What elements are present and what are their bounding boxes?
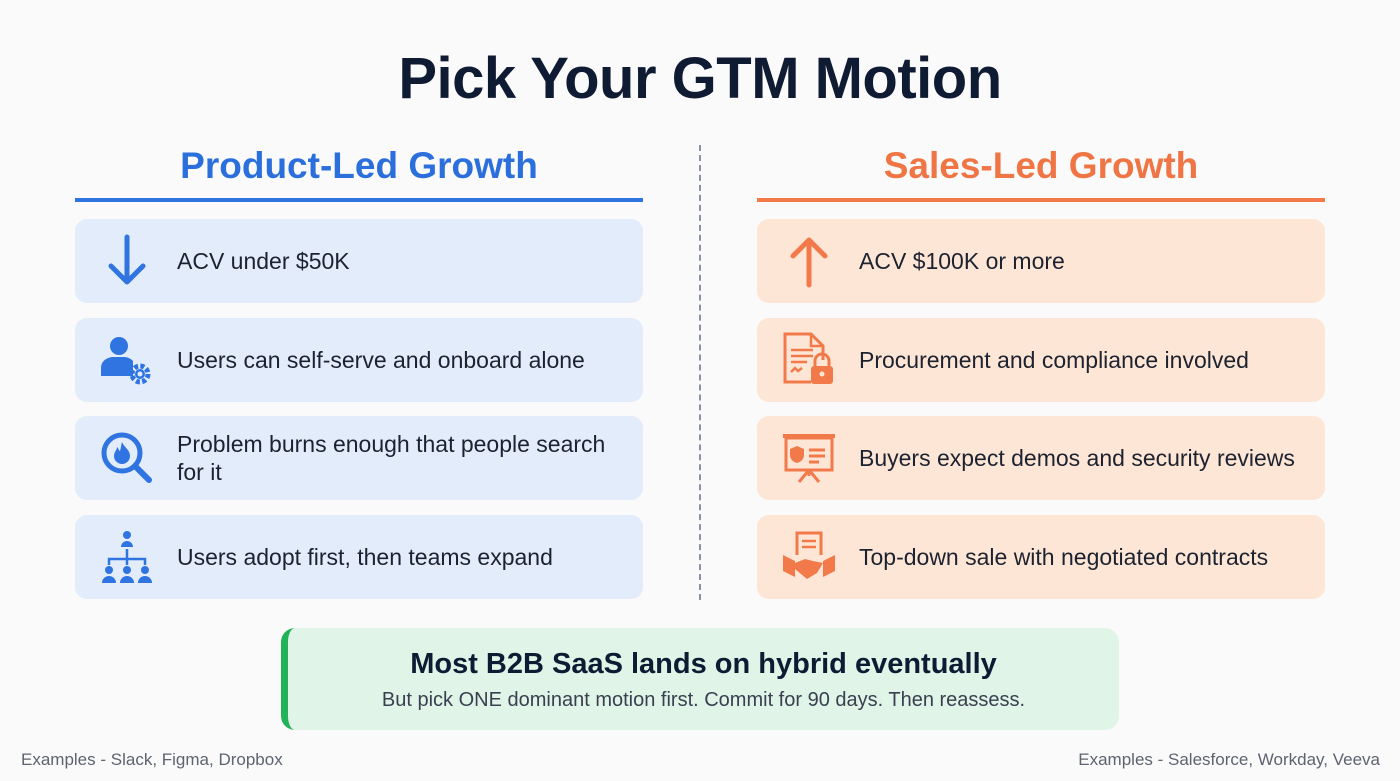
slg-examples: Examples - Salesforce, Workday, Veeva (1078, 750, 1380, 769)
plg-column: Product-Led Growth ACV under $50K Users … (75, 140, 643, 613)
plg-card-text: Problem burns enough that people search … (177, 431, 606, 485)
hybrid-callout: Most B2B SaaS lands on hybrid eventually… (281, 628, 1119, 730)
plg-card-text: Users can self-serve and onboard alone (177, 346, 585, 373)
document-lock-icon (781, 332, 837, 388)
slg-card-text: Procurement and compliance involved (859, 346, 1249, 373)
slg-heading: Sales-Led Growth (883, 145, 1199, 186)
search-fire-icon (99, 430, 155, 486)
user-gear-icon (99, 332, 155, 388)
page-title: Pick Your GTM Motion (398, 46, 1002, 111)
plg-card: Users can self-serve and onboard alone (75, 317, 643, 402)
handshake-contract-icon (781, 529, 837, 585)
callout-title: Most B2B SaaS lands on hybrid eventually (410, 648, 997, 680)
plg-card: Users adopt first, then teams expand (75, 514, 643, 599)
arrow-up-icon (781, 233, 837, 289)
presentation-shield-icon (781, 430, 837, 486)
org-hierarchy-icon (99, 529, 155, 585)
slg-card: Buyers expect demos and security reviews (757, 416, 1325, 500)
arrow-down-icon (99, 233, 155, 289)
plg-card: ACV under $50K (75, 219, 643, 303)
slg-card: Top-down sale with negotiated contracts (757, 514, 1325, 599)
slg-card-text: Buyers expect demos and security reviews (859, 445, 1295, 471)
slg-underline (757, 198, 1325, 202)
plg-card-text: ACV under $50K (177, 248, 350, 274)
column-divider (699, 145, 701, 600)
plg-card: Problem burns enough that people search … (75, 416, 643, 500)
slg-card-text: ACV $100K or more (859, 248, 1065, 274)
plg-card-text: Users adopt first, then teams expand (177, 543, 553, 570)
plg-underline (75, 198, 643, 202)
plg-heading: Product-Led Growth (180, 145, 538, 186)
slg-column: Sales-Led Growth ACV $100K or more Procu… (757, 140, 1325, 613)
plg-examples: Examples - Slack, Figma, Dropbox (21, 750, 283, 769)
callout-subtitle: But pick ONE dominant motion first. Comm… (381, 689, 1026, 711)
slg-card-text: Top-down sale with negotiated contracts (859, 543, 1269, 570)
slg-card: Procurement and compliance involved (757, 317, 1325, 402)
slg-card: ACV $100K or more (757, 219, 1325, 303)
